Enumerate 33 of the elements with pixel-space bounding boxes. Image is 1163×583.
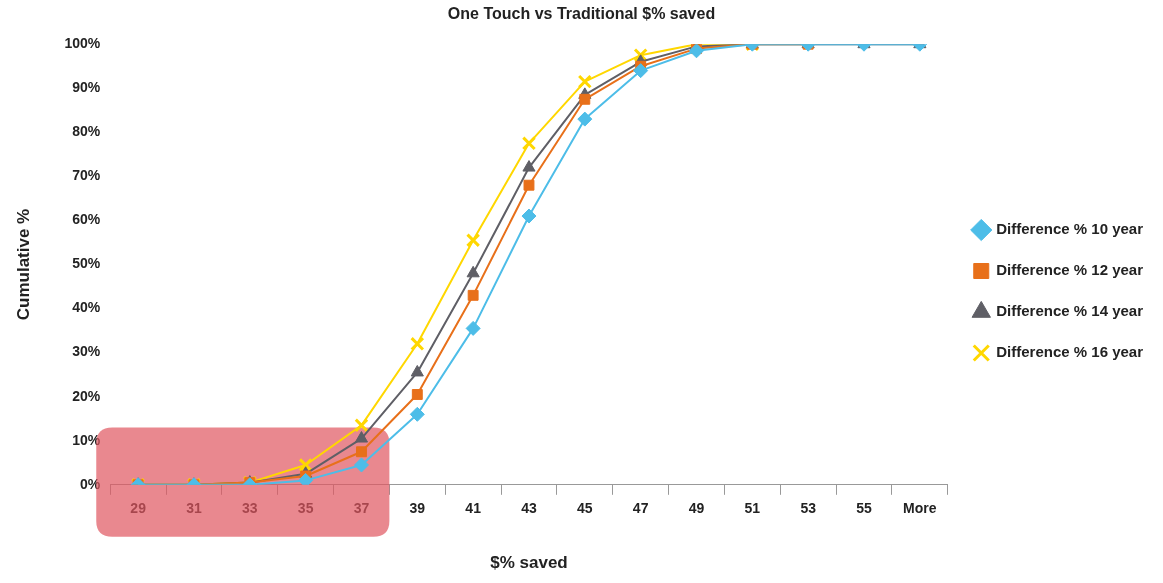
x-tick-label: 49: [688, 500, 705, 517]
x-tick-label: 53: [800, 500, 817, 517]
legend-label: Difference % 14 year: [996, 302, 1144, 320]
x-tick-label: 41: [465, 500, 482, 517]
legend-label: Difference % 16 year: [996, 343, 1144, 361]
y-tick-label: 70%: [72, 167, 101, 184]
x-tick-label: 31: [186, 500, 202, 517]
x-tick-label: More: [903, 500, 937, 517]
y-axis-title: Cumulative %: [13, 208, 33, 321]
y-tick-label: 50%: [72, 255, 101, 272]
y-tick-label: 100%: [64, 35, 101, 52]
y-tick-label: 90%: [72, 79, 101, 96]
x-tick-label: 55: [856, 500, 872, 517]
x-tick-label: 45: [577, 500, 593, 517]
y-tick-label: 20%: [72, 387, 101, 404]
x-tick-label: 39: [409, 500, 426, 517]
x-tick-label: 43: [521, 500, 537, 517]
chart-title: One Touch vs Traditional $% saved: [447, 5, 716, 23]
y-tick-label: 10%: [72, 431, 101, 448]
y-tick-label: 60%: [72, 211, 101, 228]
y-tick-label: 30%: [72, 343, 101, 360]
x-axis-title: $% saved: [490, 553, 568, 573]
x-tick-label: 37: [353, 500, 370, 517]
x-tick-label: 29: [130, 500, 147, 517]
y-tick-label: 40%: [72, 299, 101, 316]
legend-label: Difference % 10 year: [996, 220, 1144, 238]
y-tick-label: 0%: [79, 475, 101, 492]
x-tick-label: 51: [744, 500, 761, 517]
x-tick-label: 47: [632, 500, 649, 517]
y-tick-label: 80%: [72, 123, 101, 140]
x-tick-label: 33: [242, 500, 258, 517]
legend-label: Difference % 12 year: [996, 261, 1144, 279]
x-tick-label: 35: [297, 500, 314, 517]
